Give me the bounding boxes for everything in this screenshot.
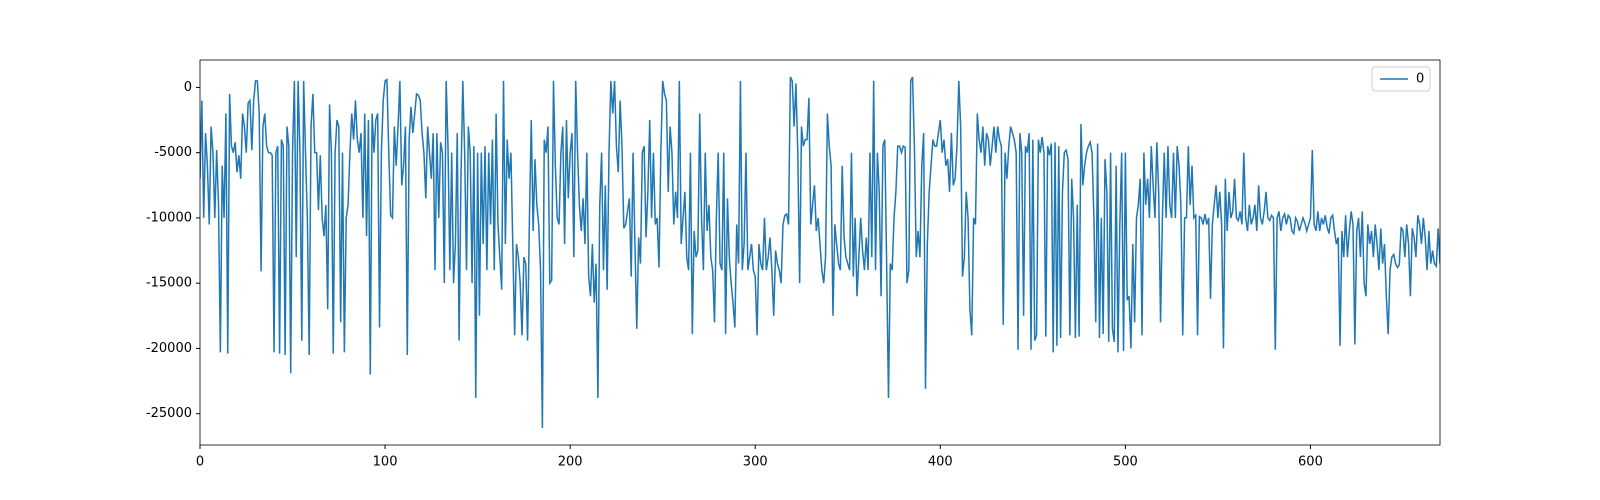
y-tick-label: -15000 [146,276,192,291]
y-tick-label: 0 [184,80,192,95]
legend-label: 0 [1416,72,1424,87]
x-tick-label: 500 [1113,455,1138,470]
y-tick-label: -10000 [146,210,192,225]
x-tick-label: 100 [373,455,398,470]
data-line [200,76,1440,429]
x-tick-label: 200 [558,455,583,470]
plot-frame [199,59,1441,446]
y-tick-label: -25000 [146,406,192,421]
x-tick-label: 400 [928,455,953,470]
y-tick-label: -5000 [154,145,192,160]
x-tick-label: 0 [196,455,204,470]
y-tick-label: -20000 [146,341,192,356]
x-tick-label: 600 [1298,455,1323,470]
x-tick-label: 300 [743,455,768,470]
